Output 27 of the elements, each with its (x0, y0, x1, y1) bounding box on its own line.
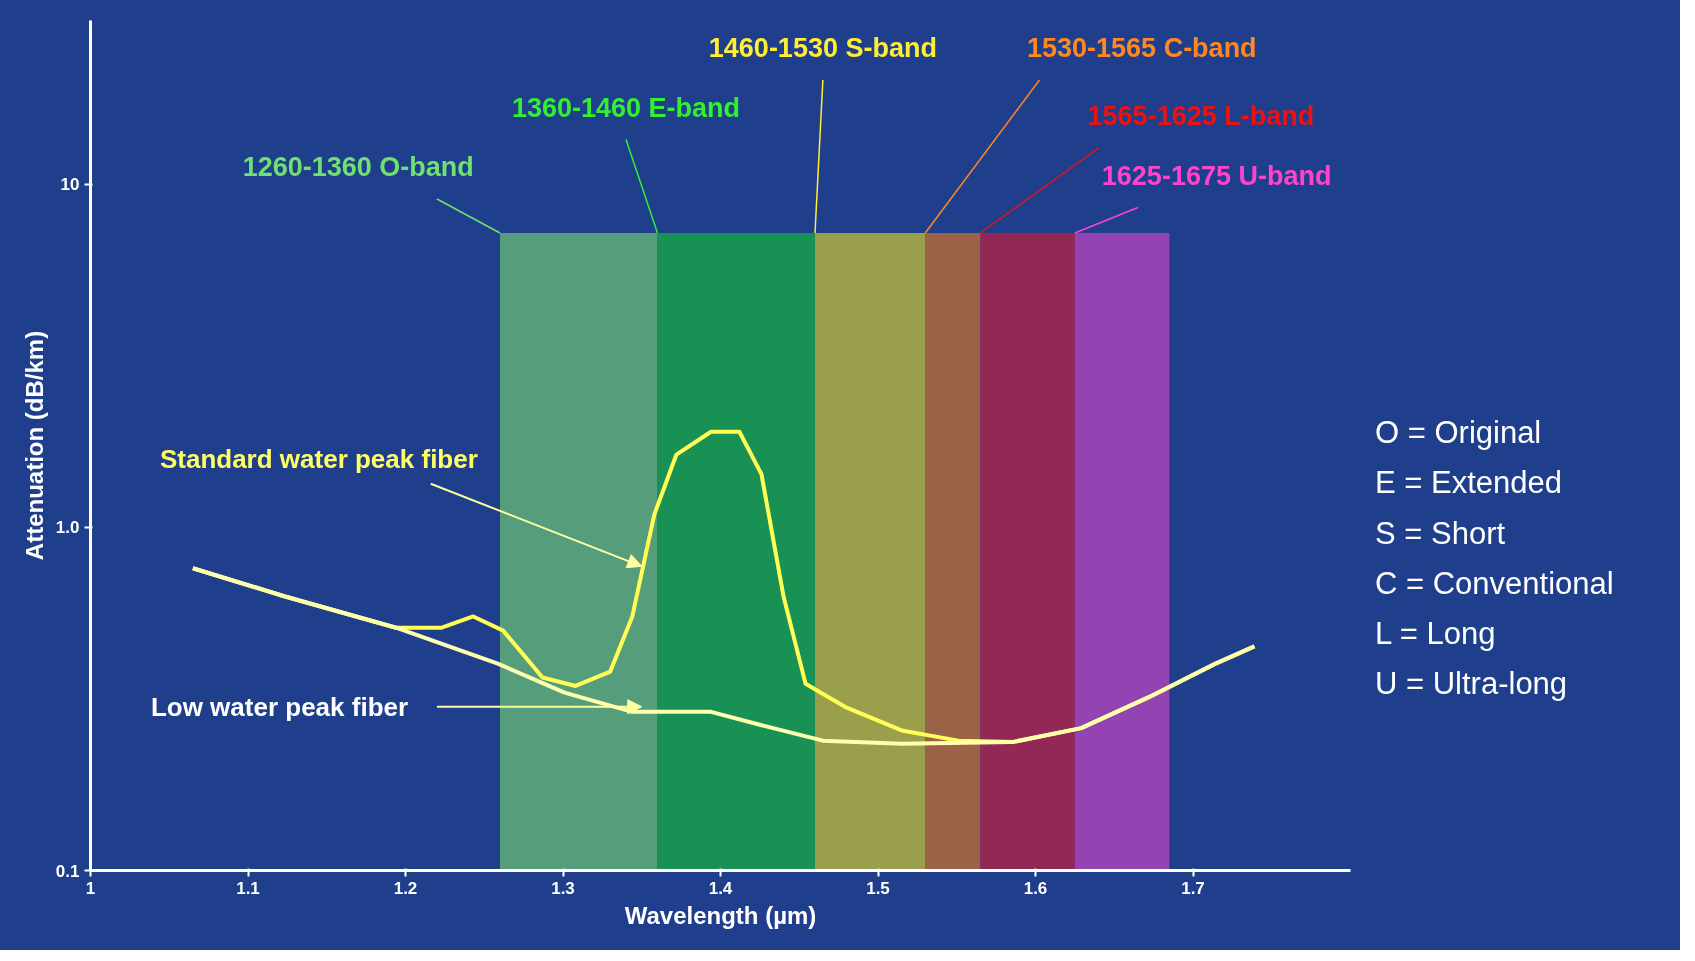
band-label: 1360-1460 E-band (511, 92, 741, 123)
band-label: 1625-1675 U-band (1101, 160, 1332, 191)
x-tick-label: 1.1 (236, 878, 260, 898)
band-label: 1530-1565 C-band (1027, 33, 1257, 63)
text: L = Long (1375, 615, 1497, 654)
y-tick-label: 1.0 (55, 518, 80, 538)
band-label: 1260-1360 O-band (242, 152, 474, 182)
text: O = Original (1375, 414, 1543, 452)
text: S = Short (1375, 514, 1507, 553)
x-tick-label: 1.2 (393, 878, 418, 898)
annotation: Standard water peak fiber (159, 444, 478, 475)
y-axis-title: Attenuation (dB/km) (20, 330, 48, 561)
x-tick-label: 1.3 (551, 878, 575, 898)
text: E = Extended (1375, 464, 1563, 503)
y-tick-label: 10 (60, 175, 80, 195)
x-tick-label: 1.7 (1181, 878, 1205, 898)
band-label: 1565-1625 L-band (1087, 101, 1315, 131)
annotation: Low water peak fiber (150, 691, 409, 722)
x-tick-label: 1.5 (866, 878, 890, 898)
x-tick-label: 1.4 (708, 878, 733, 898)
x-tick-label: 1.6 (1023, 878, 1048, 898)
band-label: 1460-1530 S-band (708, 33, 937, 63)
text: C = Conventional (1375, 564, 1614, 603)
x-axis-title: Wavelength (µm) (624, 901, 817, 929)
text: U = Ultra-long (1375, 665, 1569, 704)
x-tick-label: 1 (85, 878, 96, 898)
y-tick-label: 0.1 (55, 861, 80, 881)
